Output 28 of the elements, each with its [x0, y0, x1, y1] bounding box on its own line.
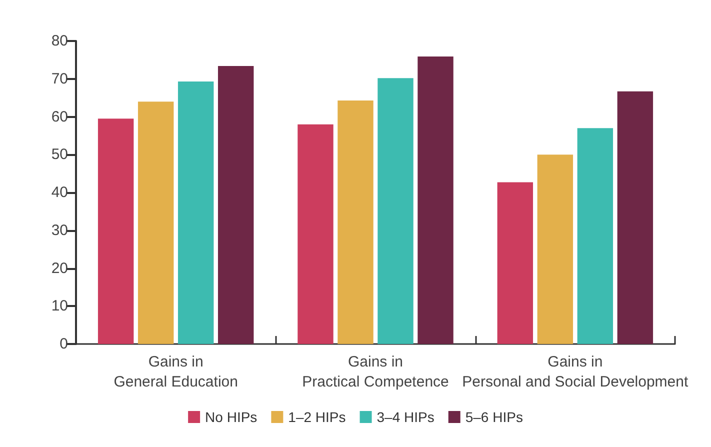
- y-tick-label: 40: [51, 184, 68, 201]
- bar: [218, 66, 254, 344]
- y-tick-label: 0: [60, 336, 68, 352]
- x-tick-label: Gains in General Education: [114, 354, 238, 390]
- legend-label: 3–4 HIPs: [376, 409, 434, 425]
- bar: [338, 100, 374, 344]
- y-tick-label: 30: [51, 222, 68, 239]
- bar: [418, 56, 454, 344]
- bar: [138, 102, 174, 344]
- legend-label: No HIPs: [205, 409, 258, 425]
- bar: [298, 124, 334, 344]
- bar: [497, 182, 534, 344]
- y-tick-label: 20: [51, 260, 68, 277]
- bar: [378, 78, 414, 344]
- legend-label: 5–6 HIPs: [465, 409, 523, 425]
- y-tick-label: 60: [51, 108, 68, 126]
- y-tick-label: 80: [51, 32, 68, 50]
- bar: [98, 118, 134, 344]
- bar: [617, 91, 654, 344]
- y-tick-label: 50: [51, 146, 68, 164]
- bar: [577, 128, 614, 344]
- x-tick-label: Gains in Personal and Social Development: [462, 354, 689, 390]
- x-tick-label: Gains in Practical Competence: [302, 354, 449, 390]
- y-tick-label: 70: [51, 70, 68, 88]
- legend-label: 1–2 HIPs: [288, 409, 346, 425]
- bar: [178, 82, 214, 344]
- y-tick-label: 10: [51, 298, 68, 315]
- bar: [537, 154, 574, 344]
